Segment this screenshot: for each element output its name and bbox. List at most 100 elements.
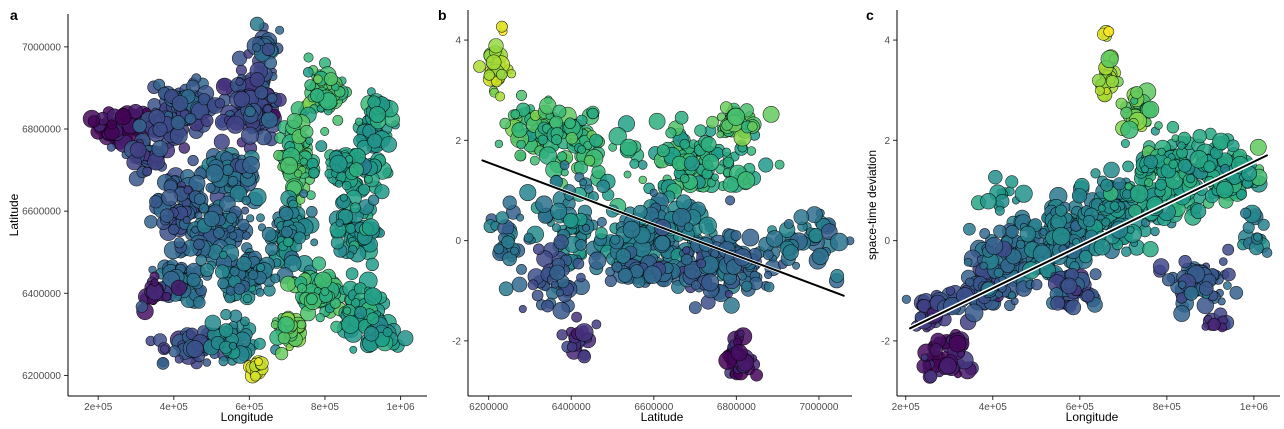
point	[736, 329, 745, 338]
point	[726, 107, 745, 126]
point	[1106, 75, 1119, 88]
point	[160, 344, 170, 354]
point	[363, 287, 382, 306]
point	[623, 170, 632, 179]
point	[382, 327, 393, 338]
point	[284, 254, 302, 273]
point	[495, 211, 509, 225]
point	[1051, 227, 1071, 246]
point	[610, 234, 621, 245]
point	[920, 353, 929, 362]
point	[1143, 154, 1158, 169]
point	[305, 293, 318, 306]
point	[1120, 139, 1130, 149]
point	[483, 69, 495, 81]
point	[1144, 178, 1154, 188]
point	[1103, 161, 1120, 179]
point	[293, 231, 307, 245]
point	[314, 271, 332, 290]
y-tick-label: 6800000	[22, 125, 61, 136]
point	[741, 280, 753, 292]
point	[114, 108, 132, 126]
point	[296, 319, 307, 330]
point	[747, 121, 758, 132]
point	[226, 115, 245, 134]
point	[1178, 255, 1192, 269]
point	[374, 184, 390, 200]
point	[579, 178, 587, 187]
point	[730, 344, 748, 362]
point	[171, 95, 189, 112]
point	[1173, 305, 1191, 322]
point	[368, 194, 380, 206]
point	[302, 67, 314, 78]
y-tick-label: 0	[455, 236, 461, 247]
point	[566, 341, 578, 353]
point	[552, 301, 571, 320]
point	[280, 225, 293, 238]
point	[267, 93, 278, 104]
point	[559, 160, 570, 171]
points-a	[82, 16, 414, 384]
point	[174, 354, 184, 364]
point	[244, 105, 256, 118]
point	[299, 157, 308, 166]
point	[1007, 291, 1016, 300]
point	[366, 312, 380, 326]
point	[499, 117, 511, 130]
point	[988, 170, 1003, 185]
point	[1207, 317, 1221, 331]
point	[270, 273, 281, 284]
point	[550, 280, 559, 289]
point	[679, 138, 690, 150]
point	[502, 195, 517, 210]
point	[280, 275, 296, 292]
point	[205, 182, 216, 193]
point	[193, 193, 206, 205]
point	[502, 251, 517, 267]
panel-label-a: a	[10, 7, 18, 23]
point	[498, 281, 514, 297]
point	[1120, 106, 1133, 119]
point	[240, 316, 250, 327]
x-tick-label: 4e+05	[160, 402, 189, 413]
point	[1154, 121, 1163, 130]
point	[683, 155, 700, 172]
point	[575, 239, 587, 251]
point	[1186, 174, 1196, 184]
point	[1030, 278, 1043, 291]
point	[294, 169, 303, 178]
point	[665, 127, 677, 139]
point	[682, 246, 691, 255]
x-tick-label: 2e+05	[892, 402, 921, 413]
point	[280, 156, 298, 175]
point	[204, 314, 222, 332]
point	[303, 52, 314, 63]
point	[193, 238, 205, 251]
point	[182, 216, 191, 224]
point	[1015, 239, 1026, 249]
point	[187, 155, 199, 167]
point	[1120, 120, 1139, 139]
point	[680, 253, 693, 266]
point	[595, 226, 608, 240]
point	[556, 151, 568, 162]
point	[516, 213, 525, 222]
point	[1014, 184, 1033, 203]
point	[1240, 207, 1252, 219]
point	[254, 85, 269, 100]
point	[721, 147, 731, 157]
point	[241, 196, 251, 206]
ticks-b: 6200000 6400000 6600000 6800000 7000000 -2 0 2 4	[452, 36, 839, 413]
point	[1203, 160, 1216, 173]
point	[1130, 86, 1144, 99]
point	[213, 227, 225, 239]
x-tick-label: 1e+06	[387, 402, 416, 413]
point	[320, 286, 330, 296]
point	[320, 127, 330, 137]
point	[510, 109, 521, 120]
point	[945, 286, 956, 296]
point	[1101, 217, 1111, 227]
panel-label-b: b	[438, 7, 447, 23]
point	[1065, 299, 1082, 316]
